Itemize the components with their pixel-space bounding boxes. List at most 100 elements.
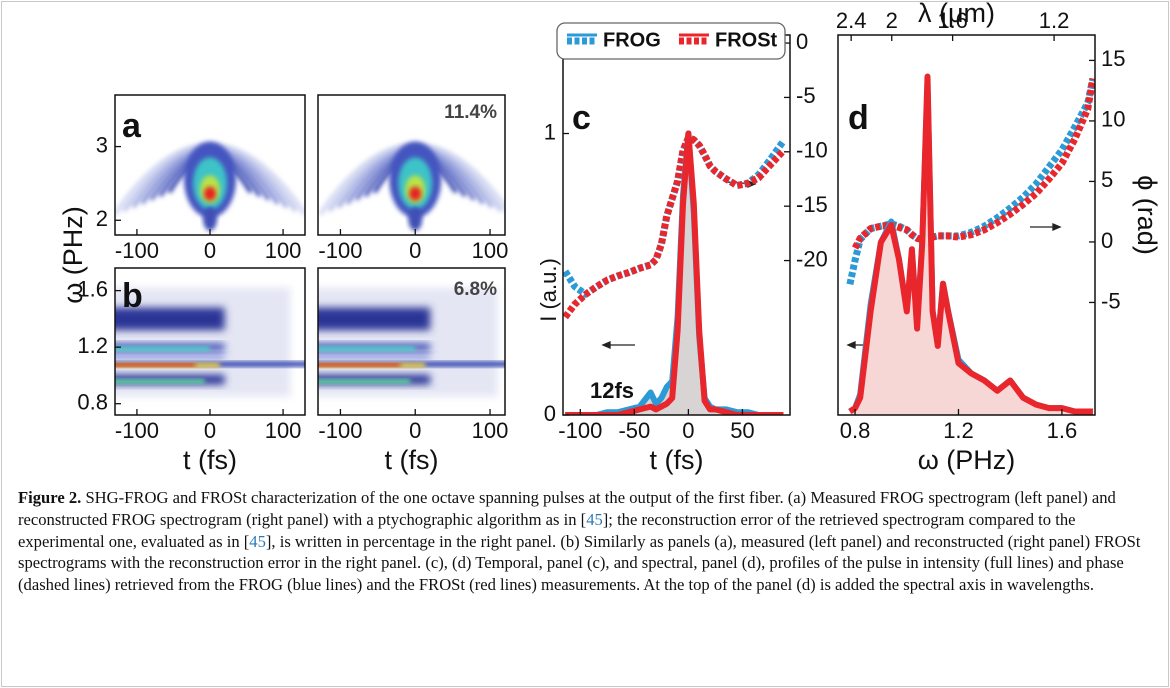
x2-axis-label: λ (μm) [918, 0, 995, 28]
spectrogram-band [115, 378, 205, 384]
y-tick-label: 1.6 [77, 276, 108, 301]
spectrogram-band [115, 307, 225, 331]
intensity-line [848, 73, 1093, 415]
x2-tick-label: 2.4 [836, 8, 867, 33]
arrow-head [601, 341, 611, 349]
spectrogram-band [318, 346, 416, 352]
x-tick-label: 0 [682, 418, 694, 443]
caption-text: ]; the reconstruction error of the retri… [18, 509, 1076, 551]
y-axis-label: I (a.u.) [536, 258, 561, 322]
spectrogram-band [115, 363, 196, 367]
plot-area [563, 130, 787, 415]
plot-area [318, 141, 505, 231]
y-tick-label: 2 [96, 206, 108, 231]
caption-text: SHG-FROG and FROSt characterization of t… [18, 488, 1116, 529]
x-tick-label: 0 [409, 418, 421, 443]
y-tick-label: 0.8 [77, 390, 108, 415]
spectrogram-band [318, 363, 401, 367]
arrow-head [846, 341, 856, 349]
intensity-area [849, 76, 1093, 415]
spectrogram-peak [409, 186, 422, 201]
x-tick-label: 100 [472, 238, 509, 263]
arrow-head [1052, 223, 1062, 231]
x-tick-label: 1.6 [1047, 418, 1078, 443]
y2-tick-label: 5 [1101, 167, 1113, 192]
x-tick-label: 100 [265, 238, 302, 263]
y2-tick-label: 0 [796, 29, 808, 54]
x-tick-label: 0 [409, 238, 421, 263]
y2-tick-label: -5 [796, 83, 816, 108]
x-tick-label: 0 [204, 418, 216, 443]
y2-tick-label: -10 [796, 138, 828, 163]
x-tick-label: 50 [730, 418, 754, 443]
spectrogram-stem [203, 206, 217, 231]
citation[interactable]: 45 [249, 531, 266, 551]
x2-tick-label: 1.2 [1039, 8, 1070, 33]
x-axis-label: ω (PHz) [918, 445, 1016, 475]
spectrogram-band [115, 353, 225, 358]
x-tick-label: -50 [618, 418, 650, 443]
y2-tick-label: 10 [1101, 107, 1125, 132]
y-tick-label: 1 [544, 119, 556, 144]
panel-label: c [572, 99, 591, 137]
y2-tick-label: -5 [1101, 288, 1121, 313]
plot-area [846, 73, 1095, 415]
caption-label: Figure 2. [18, 488, 82, 507]
panel-label: b [122, 277, 143, 315]
figure-caption: Figure 2. SHG-FROG and FROSt characteriz… [18, 487, 1154, 596]
plot-area [115, 287, 305, 397]
x-axis-label: t (fs) [183, 445, 237, 475]
x-tick-label: -100 [115, 238, 159, 263]
phase-line [563, 134, 787, 298]
x2-tick-label: 1.6 [937, 8, 968, 33]
plot-area [115, 141, 305, 231]
arrows [601, 180, 1062, 349]
plot-frame [317, 94, 506, 236]
y2-axis-label: ϕ (rad) [1132, 175, 1162, 255]
x-tick-label: -100 [558, 418, 602, 443]
x-tick-label: 0 [204, 238, 216, 263]
x-tick-label: -100 [115, 418, 159, 443]
plot-frame [317, 267, 506, 416]
x-axis-label: t (fs) [650, 445, 704, 475]
x-tick-label: 100 [472, 418, 509, 443]
x-tick-label: -100 [318, 238, 362, 263]
x-tick-label: 100 [265, 418, 302, 443]
spectrogram-stem [408, 206, 423, 231]
y2-tick-label: 0 [1101, 228, 1113, 253]
x-tick-label: -100 [318, 418, 362, 443]
panel-label: a [122, 107, 142, 145]
y-tick-label: 3 [96, 132, 108, 157]
error-annotation: 6.8% [454, 279, 497, 300]
y2-tick-label: 15 [1101, 46, 1125, 71]
annotation: 12fs [590, 378, 634, 403]
y2-tick-label: -15 [796, 192, 828, 217]
x-axis-label: t (fs) [385, 445, 439, 475]
legend-label: FROSt [715, 29, 778, 51]
spectrogram-band [318, 307, 431, 331]
legend-box [556, 22, 786, 60]
y-tick-label: 1.2 [77, 333, 108, 358]
y-axis-label: ω (PHz) [58, 206, 88, 304]
error-annotation: 11.4% [444, 102, 497, 123]
y-tick-label: 0 [544, 401, 556, 426]
y2-tick-label: -20 [796, 246, 828, 271]
legend-label: FROG [603, 29, 661, 51]
panel-label: d [848, 99, 869, 137]
x2-tick-label: 2 [886, 8, 898, 33]
x-tick-label: 0.8 [840, 418, 871, 443]
spectrogram-peak [204, 186, 216, 201]
plot-frame [837, 34, 1096, 416]
citation[interactable]: 45 [586, 509, 603, 529]
spectrogram-band [115, 346, 210, 352]
spectrogram-band [318, 353, 431, 358]
phase-line [563, 134, 787, 320]
plot-area [318, 287, 505, 397]
spectrogram-band [318, 378, 411, 384]
intensity-line [565, 130, 784, 415]
x-tick-label: 1.2 [943, 418, 974, 443]
caption-text: ], is written in percentage in the right… [18, 531, 1141, 595]
